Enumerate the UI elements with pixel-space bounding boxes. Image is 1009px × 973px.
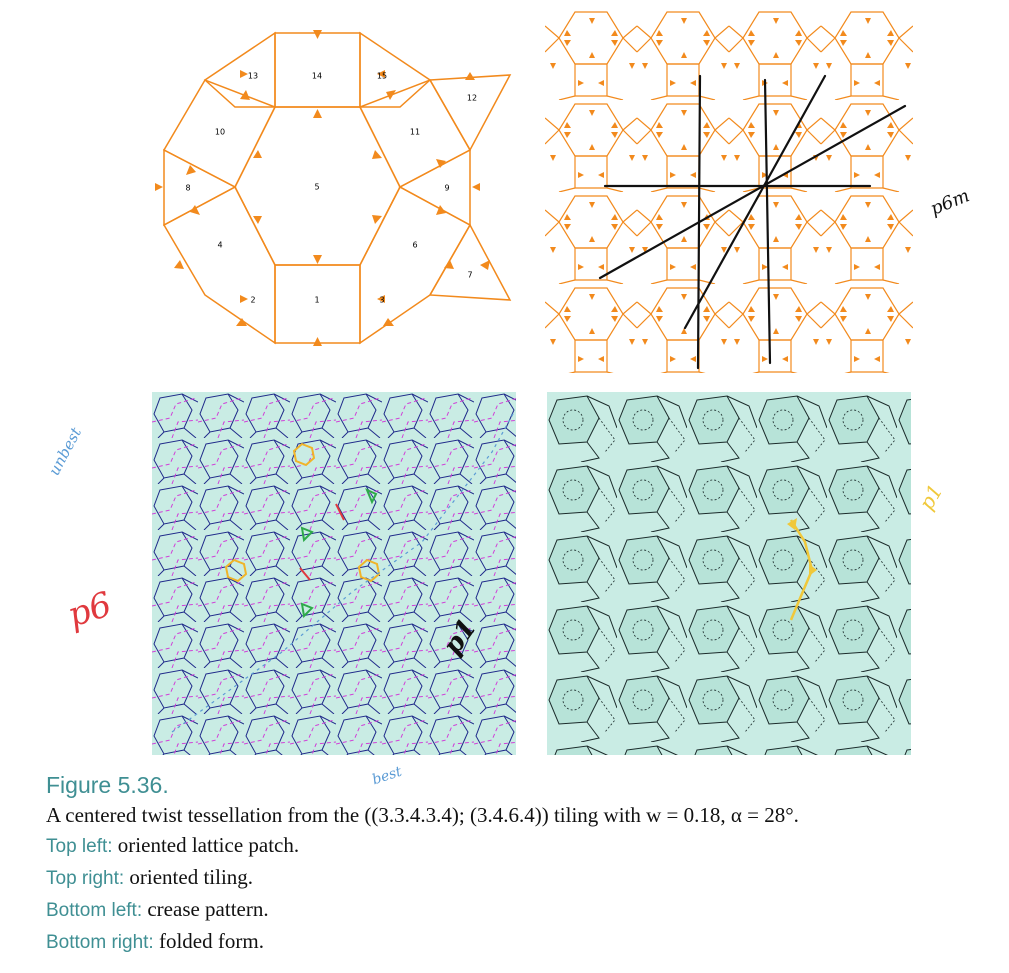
caption-text: A centered twist tessellation from the (… [46,803,799,827]
caption-item-bottom-left: Bottom left: crease pattern. [46,894,986,926]
caption-key: Bottom right: [46,932,154,953]
caption-key: Top right: [46,868,125,889]
symmetry-markers [224,442,381,619]
tile-number-6: 6 [412,241,417,250]
oriented-tiling [545,8,913,373]
figure-label: Figure 5.36. [46,772,169,798]
annotation-arrow [787,518,797,530]
crease-pattern [152,392,516,755]
crease-pattern-diagram [152,392,516,755]
caption-desc: oriented lattice patch. [117,833,300,857]
annotation-p6m: p6m [927,185,973,220]
caption-item-bottom-right: Bottom right: folded form. [46,926,986,958]
lattice-patch-diagram: 1 2 3 4 5 6 7 8 9 10 11 12 13 14 15 [155,30,512,346]
tile-number-9: 9 [444,184,449,193]
caption-key: Bottom left: [46,900,143,921]
caption-key: Top left: [46,836,113,857]
orientation-arrows [155,30,490,346]
annotation-unbest: unbest [45,424,86,479]
tile-number-5: 5 [314,183,319,192]
oriented-lattice-patch: 1 2 3 4 5 6 7 8 9 10 11 12 13 14 15 [150,10,515,355]
tile-number-10: 10 [215,128,225,137]
tile-number-3: 3 [379,296,384,305]
tile-numbers: 1 2 3 4 5 6 7 8 9 10 11 12 13 14 15 [185,72,477,305]
caption-desc: crease pattern. [147,897,269,921]
caption-item-top-left: Top left: oriented lattice patch. [46,830,986,862]
caption-desc: folded form. [158,929,264,953]
tile-number-4: 4 [217,241,222,250]
caption-desc: oriented tiling. [129,865,254,889]
oriented-tiling-diagram [545,8,913,373]
folded-form [547,392,911,755]
folded-tiles [547,392,911,755]
symmetry-axes [598,74,907,370]
crease-lines [152,392,516,755]
tile-number-11: 11 [410,128,420,137]
annotation-line [171,411,515,733]
tile-number-15: 15 [377,72,387,81]
caption-item-top-right: Top right: oriented tiling. [46,862,986,894]
annotation-p6: p6 [62,584,117,636]
tile-number-1: 1 [314,296,319,305]
folded-form-diagram [547,392,911,755]
tile-number-7: 7 [467,271,472,280]
lattice-edges [162,31,512,345]
tiling-pattern [545,8,913,373]
tile-number-14: 14 [312,72,322,81]
annotation-p1: p1 [913,479,948,515]
annotation-arrow [809,564,817,576]
tile-number-12: 12 [467,94,477,103]
tile-number-2: 2 [250,296,255,305]
tile-number-8: 8 [185,184,190,193]
tile-number-13: 13 [248,72,258,81]
figure-caption: Figure 5.36. A centered twist tessellati… [46,770,986,958]
